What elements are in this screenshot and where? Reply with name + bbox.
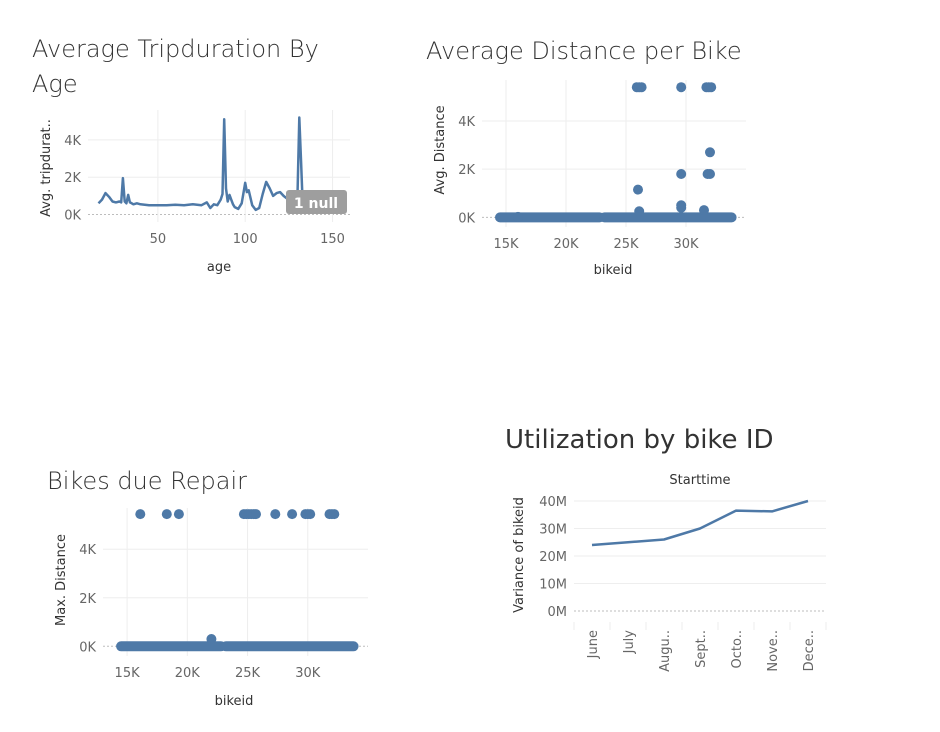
x-tick-label: 15K: [493, 237, 519, 252]
data-point: [161, 509, 172, 520]
y-tick-label: 4K: [64, 134, 81, 149]
x-tick-label: Dece..: [802, 630, 817, 671]
data-point: [676, 169, 687, 179]
y-tick-label: 4K: [458, 115, 475, 130]
data-point: [513, 211, 523, 222]
data-point: [634, 206, 645, 217]
x-tick-label: June: [586, 630, 601, 659]
data-point: [251, 509, 261, 520]
distance-chart: 0K 2K 4K 15K 20K 25K 30K bikeid Avg. Distance: [433, 80, 746, 278]
tripduration-y-axis-label: Avg. tripdurat..: [39, 119, 54, 217]
tripduration-x-axis-label: age: [207, 260, 231, 275]
data-point: [676, 82, 687, 93]
data-point: [705, 169, 715, 179]
utilization-line: [591, 499, 809, 547]
y-tick-label: 30M: [539, 523, 567, 538]
y-tick-label: 20M: [539, 550, 567, 565]
y-tick-label: 0K: [79, 640, 96, 655]
distance-x-axis-label: bikeid: [594, 263, 633, 278]
x-tick-label: Octo..: [730, 630, 745, 668]
y-tick-label: 10M: [539, 578, 567, 593]
utilization-title: Utilization by bike ID: [505, 425, 774, 455]
data-point: [706, 82, 717, 93]
x-tick-label: 150: [320, 232, 345, 247]
y-tick-label: 40M: [539, 495, 567, 510]
y-tick-label: 2K: [64, 171, 81, 186]
data-point: [636, 82, 647, 93]
x-tick-label: 30K: [673, 237, 699, 252]
y-tick-label: 4K: [79, 543, 96, 558]
utilization-y-axis-label: Variance of bikeid: [512, 497, 527, 613]
data-point: [287, 509, 298, 520]
data-point: [633, 184, 643, 195]
x-tick-label: 25K: [235, 666, 261, 681]
data-point: [676, 202, 687, 213]
y-tick-label: 2K: [458, 163, 475, 178]
x-tick-label: 20K: [175, 666, 201, 681]
x-tick-label: 15K: [115, 666, 141, 681]
x-tick-label: 30K: [295, 666, 321, 681]
data-point: [173, 509, 184, 520]
repair-y-axis-label: Max. Distance: [54, 534, 69, 626]
x-tick-label: 100: [233, 232, 258, 247]
x-tick-label: July: [622, 630, 637, 655]
y-tick-label: 0K: [64, 209, 81, 224]
tripduration-title: Average Tripduration By Age: [32, 35, 319, 98]
data-point: [135, 509, 146, 520]
data-point: [329, 509, 340, 520]
y-tick-label: 0K: [458, 211, 475, 226]
y-tick-label: 2K: [79, 592, 96, 607]
data-point: [699, 205, 709, 216]
y-tick-label: 0M: [548, 605, 568, 620]
x-tick-label: Nove..: [766, 630, 781, 672]
repair-chart: 0K 2K 4K 15K 20K 25K 30K bikeid Max. Distance: [54, 508, 368, 709]
data-point: [206, 634, 217, 644]
x-tick-label: Augu..: [658, 630, 673, 672]
x-tick-label: Sept..: [694, 630, 709, 668]
distance-y-axis-label: Avg. Distance: [433, 105, 448, 194]
repair-x-axis-label: bikeid: [215, 694, 254, 709]
utilization-header: Starttime: [669, 473, 730, 488]
x-tick-label: 20K: [553, 237, 579, 252]
data-point: [305, 509, 316, 520]
utilization-chart: Starttime 0M 10M 20M 30M 40M June July Augu.. S…: [512, 473, 827, 672]
data-point: [705, 147, 715, 158]
null-indicator-label: 1 null: [294, 196, 338, 212]
data-point: [270, 509, 281, 520]
null-indicator[interactable]: 1 null: [286, 190, 347, 214]
x-tick-label: 50: [150, 232, 167, 247]
x-tick-label: 25K: [613, 237, 639, 252]
tripduration-line: [97, 116, 309, 212]
distance-title: Average Distance per Bike: [426, 37, 742, 65]
tripduration-chart: 0K 2K 4K 50 100 150 1 null age Avg. tripdura…: [39, 110, 350, 275]
repair-title: Bikes due Repair: [47, 467, 248, 495]
